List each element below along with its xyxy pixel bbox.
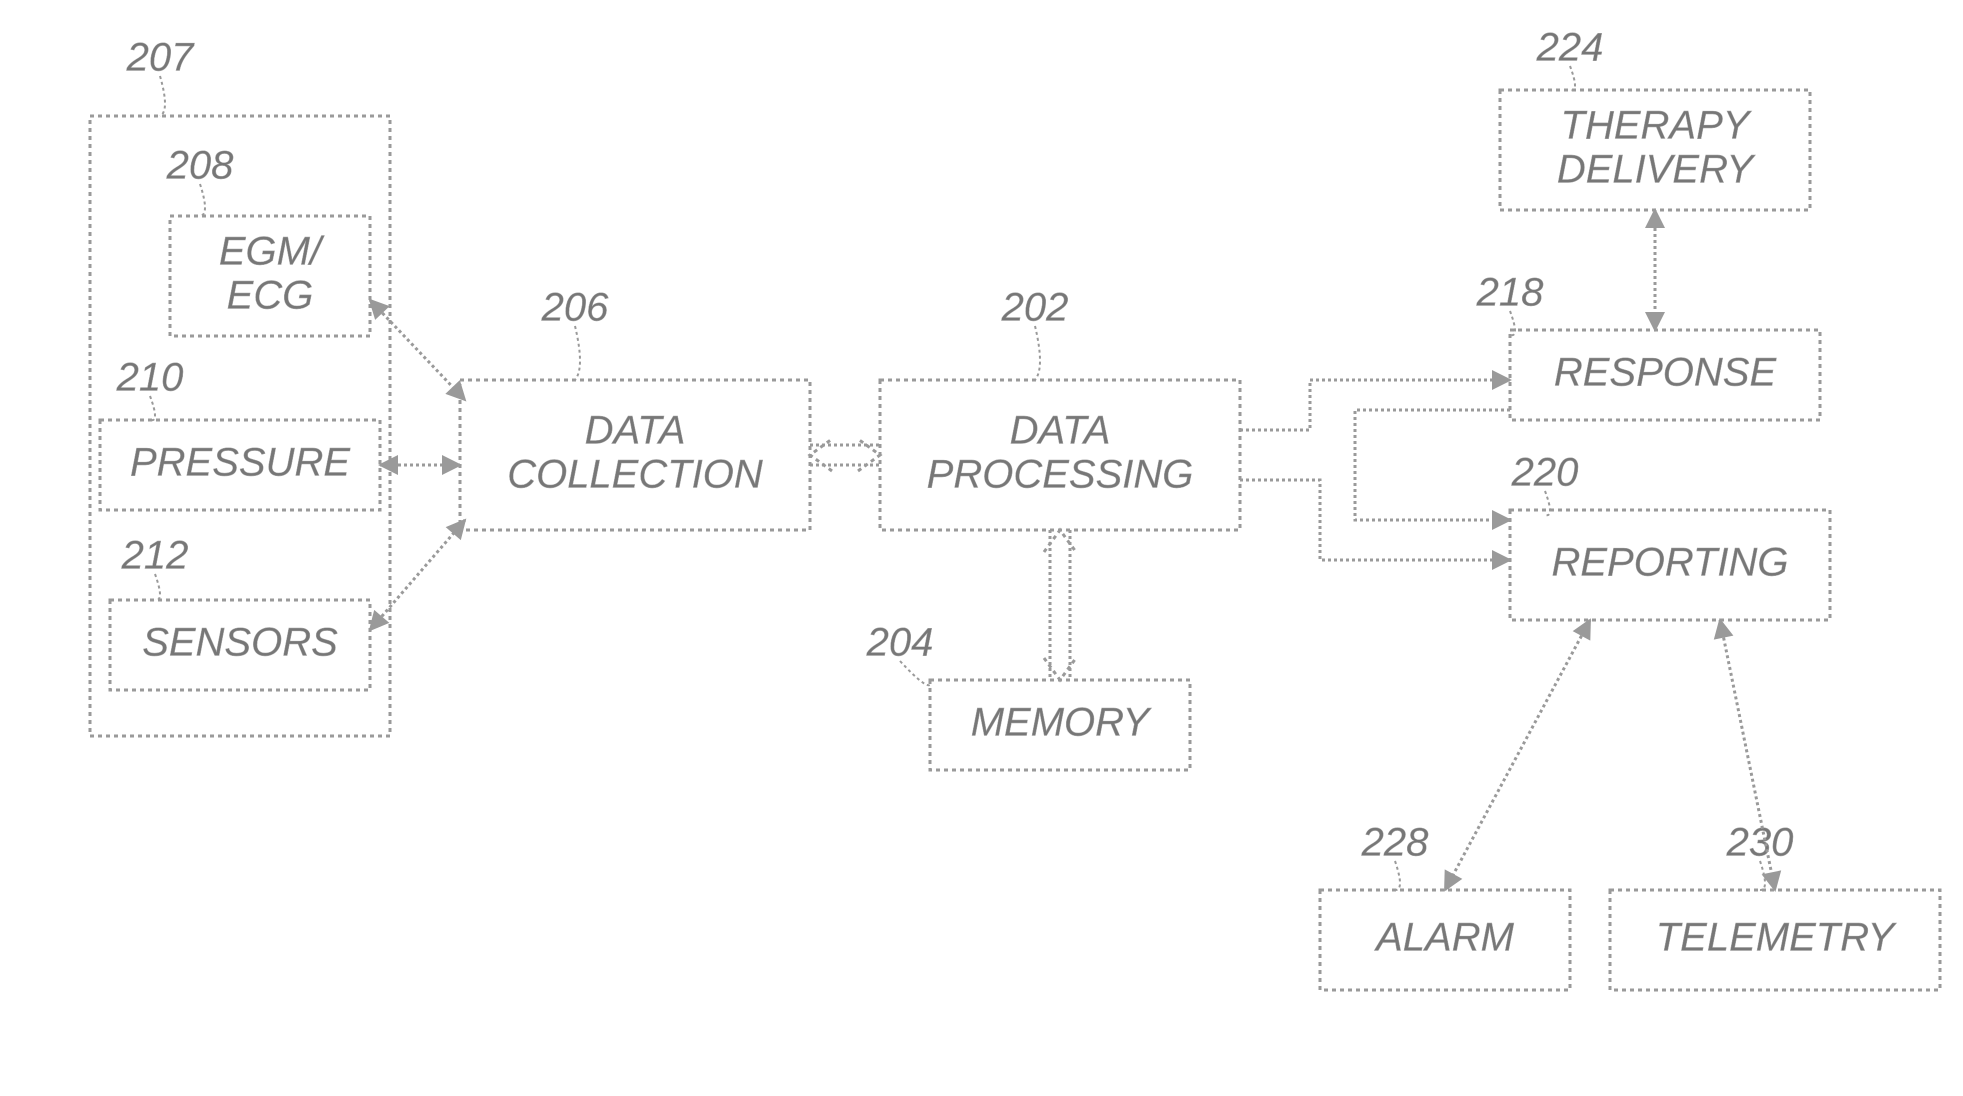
connector xyxy=(370,520,465,630)
reporting-label: REPORTING xyxy=(1551,541,1788,585)
telemetry-ref: 230 xyxy=(1726,821,1794,865)
memory-ref: 204 xyxy=(866,621,934,665)
reporting-leader xyxy=(1545,491,1550,515)
datacol-label: DATA xyxy=(585,409,686,453)
pressure-group: PRESSURE 210 xyxy=(100,356,380,510)
telemetry-leader xyxy=(1760,861,1765,890)
telemetry-group: TELEMETRY 230 xyxy=(1610,821,1940,990)
egm-label: EGM/ xyxy=(219,230,325,274)
dataproc-label: PROCESSING xyxy=(927,453,1194,497)
pressure-label: PRESSURE xyxy=(130,441,351,485)
reporting-ref: 220 xyxy=(1511,451,1579,495)
group207-ref: 207 xyxy=(126,36,195,80)
dataproc-label: DATA xyxy=(1010,409,1111,453)
therapy-group: THERAPYDELIVERY 224 xyxy=(1500,26,1810,210)
egm-ref: 208 xyxy=(166,144,234,188)
telemetry-label: TELEMETRY xyxy=(1656,916,1898,960)
pressure-ref: 210 xyxy=(116,356,184,400)
response-leader xyxy=(1510,311,1515,335)
memory-group: MEMORY 204 xyxy=(866,621,1190,770)
egm-leader xyxy=(200,184,205,216)
therapy-ref: 224 xyxy=(1536,26,1604,70)
alarm-label: ALARM xyxy=(1374,916,1514,960)
datacol-label: COLLECTION xyxy=(507,453,763,497)
sensors-group: SENSORS 212 xyxy=(110,534,370,690)
sensors-leader xyxy=(155,574,160,600)
datacol-leader xyxy=(575,326,580,380)
therapy-label: THERAPY xyxy=(1561,104,1753,148)
response-group: RESPONSE218 xyxy=(1476,271,1820,420)
alarm-leader xyxy=(1395,861,1400,890)
therapy-label: DELIVERY xyxy=(1557,148,1757,192)
connector xyxy=(1355,410,1510,520)
alarm-ref: 228 xyxy=(1361,821,1429,865)
connector xyxy=(1240,380,1510,430)
diagram-canvas: 207EGM/ECG208PRESSURE210SENSORS212DATACO… xyxy=(0,0,1963,1096)
dataproc-ref: 202 xyxy=(1001,286,1069,330)
dataproc-leader xyxy=(1035,326,1040,380)
alarm-group: ALARM 228 xyxy=(1320,821,1570,990)
memory-leader xyxy=(900,661,930,685)
datacol-group: DATACOLLECTION 206 xyxy=(460,286,810,530)
memory-label: MEMORY xyxy=(971,701,1153,745)
dataproc-group: DATAPROCESSING 202 xyxy=(880,286,1240,530)
reporting-group: REPORTING 220 xyxy=(1510,451,1830,620)
egm-group: EGM/ECG 208 xyxy=(166,144,370,336)
pressure-leader xyxy=(150,396,155,420)
egm-label: ECG xyxy=(227,274,314,318)
datacol-ref: 206 xyxy=(541,286,609,330)
response-label: RESPONSE xyxy=(1554,351,1778,395)
connector xyxy=(370,300,465,400)
sensors-ref: 212 xyxy=(121,534,189,578)
connector xyxy=(1445,620,1590,890)
therapy-leader xyxy=(1570,66,1575,90)
response-ref: 218 xyxy=(1476,271,1544,315)
sensors-label: SENSORS xyxy=(142,621,338,665)
group207-leader xyxy=(160,76,165,116)
